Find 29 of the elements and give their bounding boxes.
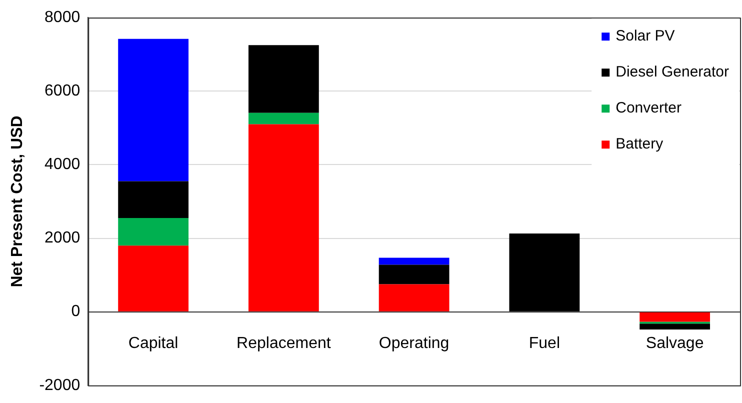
x-tick-label: Salvage	[646, 334, 704, 352]
y-tick-label: 6000	[44, 82, 80, 100]
bar	[640, 312, 710, 322]
y-tick-label: -2000	[39, 376, 80, 394]
y-tick-label: 4000	[44, 156, 80, 174]
bar	[118, 218, 189, 246]
bar	[118, 246, 189, 312]
legend-label: Diesel Generator	[616, 64, 730, 81]
x-tick-label: Capital	[128, 334, 178, 352]
bar	[248, 112, 319, 124]
bar	[640, 324, 710, 330]
x-tick-label: Fuel	[528, 334, 560, 352]
bar	[248, 45, 319, 113]
bar	[378, 264, 450, 284]
y-tick-label: 0	[71, 303, 80, 320]
y-axis-title: Net Present Cost, USD	[9, 116, 26, 288]
bar	[509, 234, 580, 312]
x-tick-label: Operating	[378, 334, 450, 352]
legend-label: Solar PV	[616, 28, 675, 45]
bar	[118, 38, 189, 182]
legend-label: Battery	[616, 136, 664, 153]
bar	[118, 181, 189, 218]
y-tick-label: 2000	[44, 230, 80, 247]
bar	[248, 124, 319, 312]
x-tick-label: Replacement	[236, 334, 332, 352]
legend-label: Converter	[616, 100, 682, 117]
bar	[378, 284, 450, 312]
y-tick-label: 8000	[44, 9, 80, 26]
bar	[378, 258, 450, 265]
